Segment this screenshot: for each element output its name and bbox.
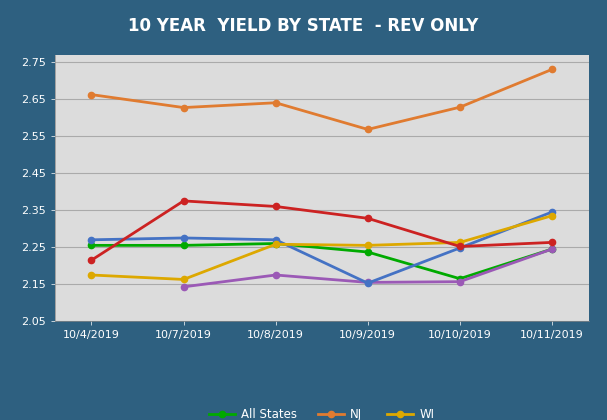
TX — [456, 279, 464, 284]
TX — [180, 284, 187, 289]
WI — [548, 213, 555, 218]
WI — [364, 243, 371, 248]
AL — [364, 216, 371, 221]
TN — [180, 236, 187, 241]
Text: 10 YEAR  YIELD BY STATE  - REV ONLY: 10 YEAR YIELD BY STATE - REV ONLY — [128, 17, 479, 35]
Line: TN: TN — [89, 209, 555, 286]
TN — [364, 281, 371, 286]
NJ — [364, 127, 371, 132]
Line: TX: TX — [180, 246, 555, 290]
NJ — [548, 67, 555, 72]
All States — [456, 276, 464, 281]
All States — [180, 243, 187, 248]
All States — [364, 249, 371, 255]
AL — [88, 257, 95, 262]
AL — [548, 240, 555, 245]
TX — [364, 280, 371, 285]
WI — [88, 273, 95, 278]
NJ — [180, 105, 187, 110]
NJ — [456, 105, 464, 110]
TX — [272, 273, 279, 278]
WI — [456, 240, 464, 245]
NJ — [272, 100, 279, 105]
TN — [88, 237, 95, 242]
WI — [272, 242, 279, 247]
Legend: All States, TX, NJ, TN, WI, AL: All States, TX, NJ, TN, WI, AL — [206, 404, 438, 420]
AL — [180, 198, 187, 203]
TN — [456, 245, 464, 250]
Line: WI: WI — [89, 213, 555, 283]
AL — [272, 204, 279, 209]
TN — [548, 210, 555, 215]
All States — [548, 247, 555, 252]
TX — [548, 247, 555, 252]
WI — [180, 277, 187, 282]
AL — [456, 244, 464, 249]
NJ — [88, 92, 95, 97]
Line: NJ: NJ — [89, 66, 555, 133]
Line: All States: All States — [89, 240, 555, 282]
Line: AL: AL — [89, 198, 555, 263]
All States — [272, 241, 279, 246]
All States — [88, 243, 95, 248]
TN — [272, 237, 279, 242]
